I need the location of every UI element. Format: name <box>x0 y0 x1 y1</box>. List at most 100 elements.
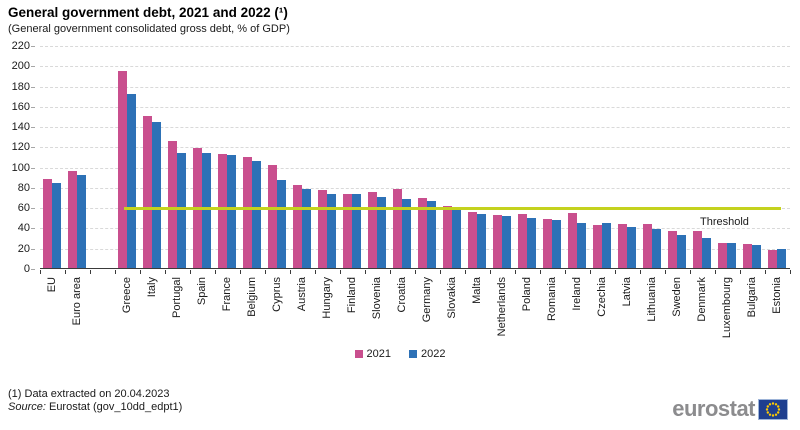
x-axis-tick <box>290 270 291 274</box>
x-axis-tick <box>765 270 766 274</box>
y-axis-label-200: 200 <box>11 60 30 73</box>
bar-2022-eu <box>52 182 61 268</box>
gridline-100 <box>40 167 790 169</box>
bar-2022-germany <box>427 200 436 268</box>
y-axis-tick <box>31 86 35 88</box>
bar-2021-bulgaria <box>743 243 752 268</box>
x-axis-tick <box>40 270 41 274</box>
x-axis-label-italy: Italy <box>146 277 158 298</box>
eu-flag-stars <box>765 401 781 417</box>
plot-area: Threshold <box>40 46 790 269</box>
y-axis-label-100: 100 <box>11 161 30 174</box>
eu-flag-icon <box>758 398 788 420</box>
bar-2021-croatia <box>393 188 402 268</box>
gridline-40 <box>40 228 790 230</box>
x-axis-label-belgium: Belgium <box>246 277 258 317</box>
x-axis-label-bulgaria: Bulgaria <box>746 277 758 318</box>
x-axis-label-greece: Greece <box>121 277 133 314</box>
gridline-200 <box>40 66 790 68</box>
bar-2021-denmark <box>693 230 702 268</box>
bar-2021-estonia <box>768 250 777 268</box>
x-axis-tick <box>365 270 366 274</box>
threshold-line <box>124 206 781 210</box>
bar-2022-denmark <box>702 237 711 268</box>
bar-2021-finland <box>343 194 352 268</box>
x-axis-tick <box>240 270 241 274</box>
x-axis-label-lithuania: Lithuania <box>646 277 658 322</box>
bar-2021-sweden <box>668 231 677 268</box>
bar-2021-france <box>218 153 227 268</box>
bar-2021-malta <box>468 212 477 268</box>
gridline-180 <box>40 86 790 88</box>
y-axis-tick <box>31 269 35 270</box>
bar-2022-slovakia <box>452 209 461 268</box>
bar-2022-luxembourg <box>727 243 736 268</box>
legend-swatch-2021 <box>354 350 363 358</box>
x-axis-tick <box>340 270 341 274</box>
bar-2022-lithuania <box>652 229 661 268</box>
bar-2022-croatia <box>402 198 411 268</box>
x-axis-label-netherlands: Netherlands <box>496 277 508 337</box>
x-axis-tick <box>740 270 741 274</box>
chart-title: General government debt, 2021 and 2022 (… <box>8 5 288 20</box>
x-axis-tick <box>165 270 166 274</box>
bar-2022-france <box>227 154 236 268</box>
x-axis-label-euro-area: Euro area <box>71 277 83 326</box>
bar-2022-hungary <box>327 193 336 268</box>
y-axis-label-0: 0 <box>23 263 30 275</box>
x-axis-tick <box>565 270 566 274</box>
bar-2021-latvia <box>618 223 627 268</box>
x-axis-label-spain: Spain <box>196 277 208 306</box>
x-axis-tick <box>715 270 716 274</box>
x-axis-label-portugal: Portugal <box>171 277 183 318</box>
source-label: Source: <box>8 401 46 413</box>
bar-2022-latvia <box>627 226 636 268</box>
source-line: Source: Eurostat (gov_10dd_edpt1) <box>8 401 182 413</box>
x-axis-label-denmark: Denmark <box>696 277 708 322</box>
x-axis-label-sweden: Sweden <box>671 277 683 317</box>
bar-2022-malta <box>477 213 486 268</box>
x-axis-tick <box>490 270 491 274</box>
x-axis-tick <box>90 270 91 274</box>
bar-2021-euro-area <box>68 171 77 268</box>
x-axis-label-finland: Finland <box>346 277 358 314</box>
x-axis-tick <box>540 270 541 274</box>
x-axis-tick <box>615 270 616 274</box>
threshold-label: Threshold <box>700 216 749 229</box>
x-axis-tick <box>415 270 416 274</box>
legend-item-2022: 2022 <box>409 348 445 360</box>
legend-item-2021: 2021 <box>354 348 391 360</box>
y-axis-tick <box>31 167 35 169</box>
y-axis-label-220: 220 <box>11 40 30 52</box>
y-axis-label-20: 20 <box>17 242 30 255</box>
x-axis-tick <box>390 270 391 274</box>
bar-2022-austria <box>302 188 311 268</box>
gridline-20 <box>40 248 790 250</box>
x-axis-label-malta: Malta <box>471 277 483 304</box>
eurostat-logo: eurostat <box>672 398 788 420</box>
y-axis-tick <box>31 147 35 149</box>
bar-2022-slovenia <box>377 197 386 268</box>
y-axis-label-160: 160 <box>11 100 30 113</box>
x-axis-tick <box>440 270 441 274</box>
y-axis-tick <box>31 208 35 210</box>
y-axis-tick <box>31 187 35 189</box>
x-axis-label-estonia: Estonia <box>771 277 783 314</box>
bar-2021-luxembourg <box>718 243 727 268</box>
x-axis-label-france: France <box>221 277 233 312</box>
x-axis-tick <box>790 270 791 274</box>
x-axis-tick <box>515 270 516 274</box>
bar-2021-czechia <box>593 225 602 268</box>
x-axis-tick <box>590 270 591 274</box>
x-axis-tick <box>140 270 141 274</box>
gridline-120 <box>40 147 790 149</box>
x-axis-tick <box>640 270 641 274</box>
footnote: (1) Data extracted on 20.04.2023 <box>8 388 170 400</box>
bar-2021-poland <box>518 213 527 268</box>
x-axis-label-hungary: Hungary <box>321 277 333 319</box>
x-axis-label-latvia: Latvia <box>621 277 633 307</box>
bar-2021-hungary <box>318 190 327 268</box>
bar-2021-ireland <box>568 212 577 268</box>
bar-2022-ireland <box>577 222 586 268</box>
x-axis-label-austria: Austria <box>296 277 308 312</box>
